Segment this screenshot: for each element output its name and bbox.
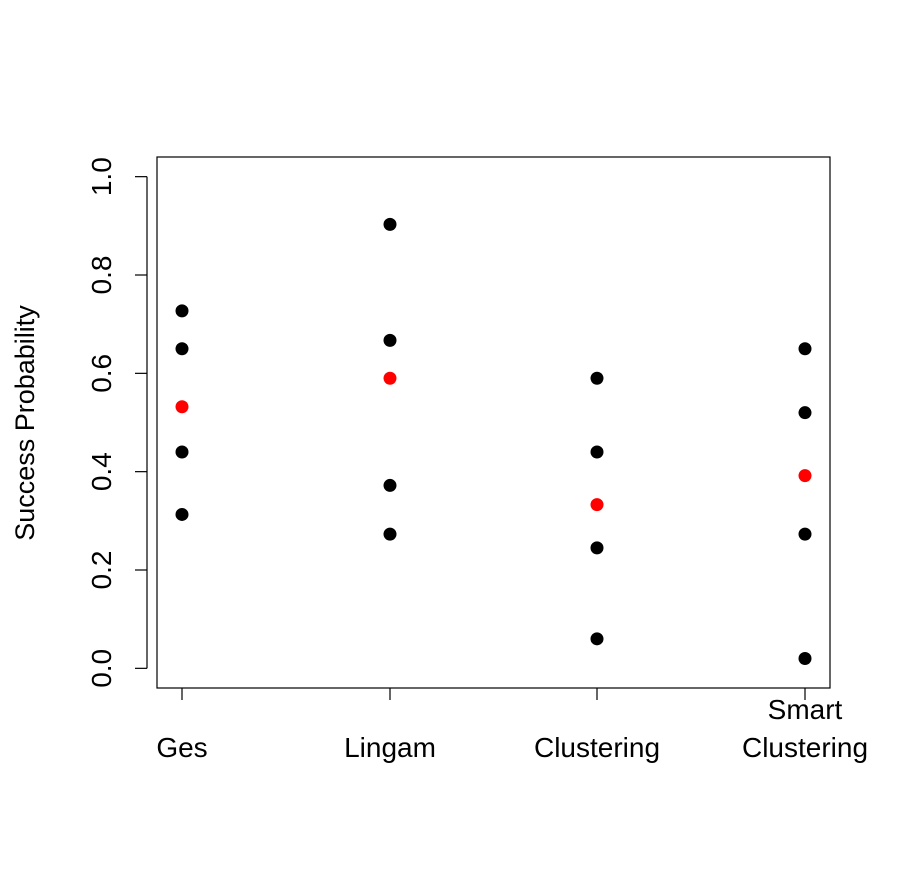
y-tick-label: 0.0: [86, 649, 117, 688]
x-axis: Ges Lingam Clustering Smart Clustering: [156, 688, 868, 763]
data-point: [383, 333, 397, 347]
x-tick-label: Clustering: [534, 732, 660, 763]
data-point: [383, 217, 397, 231]
y-tick-label: 0.2: [86, 551, 117, 590]
x-tick-label: Smart: [768, 694, 843, 725]
y-axis-label: Success Probability: [10, 305, 40, 541]
data-point: [175, 342, 189, 356]
data-point: [798, 527, 812, 541]
plot-frame: [156, 156, 831, 689]
data-point: [590, 632, 604, 646]
data-point: [798, 342, 812, 356]
data-point: [798, 652, 812, 665]
y-tick-label: 0.6: [86, 354, 117, 393]
y-tick-label: 0.8: [86, 256, 117, 295]
x-tick-label: Lingam: [344, 732, 436, 763]
mean-point: [175, 400, 189, 414]
data-point: [590, 371, 604, 385]
data-point: [175, 507, 189, 521]
y-axis: 0.0 0.2 0.4 0.6 0.8 1.0: [86, 157, 148, 688]
data-point: [798, 406, 812, 420]
data-point: [383, 478, 397, 492]
data-points: [175, 217, 812, 665]
mean-point: [798, 469, 812, 483]
data-point: [175, 304, 189, 318]
mean-point: [590, 498, 604, 512]
mean-point: [383, 371, 397, 385]
y-tick-label: 1.0: [86, 157, 117, 196]
data-point: [175, 445, 189, 459]
data-point: [383, 527, 397, 541]
data-point: [590, 445, 604, 459]
data-point: [590, 541, 604, 555]
x-tick-label: Clustering: [742, 732, 868, 763]
y-tick-label: 0.4: [86, 452, 117, 491]
x-tick-label: Ges: [156, 732, 207, 763]
